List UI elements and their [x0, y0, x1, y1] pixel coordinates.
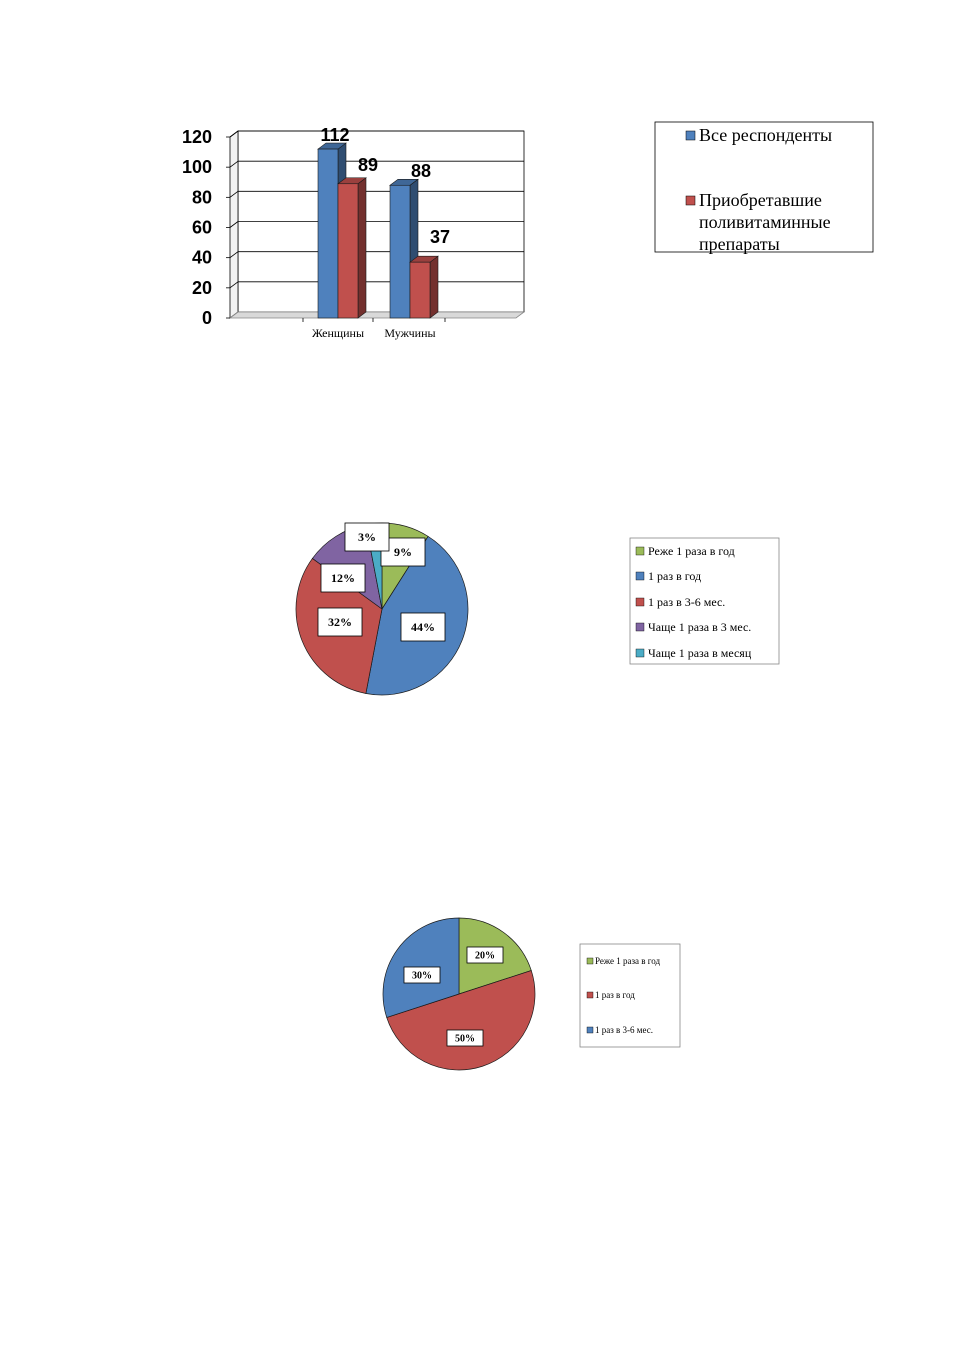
pie-data-label-box: [466, 946, 504, 964]
y-tick-label: 20: [192, 278, 212, 298]
pie-chart-1-legend: Реже 1 раза в год 1 раз в год 1 раз в 3-6 …: [629, 537, 780, 665]
bar: [409, 261, 431, 319]
legend-entry-text: Чаще 1 раза в 3 мес.: [648, 620, 751, 634]
bar-chart-legend: Все респонденты Приобретавшиеполивитаминн…: [654, 121, 874, 254]
legend-box: [654, 121, 874, 253]
x-tick-label: Мужчины: [384, 326, 435, 340]
pie-data-label: 3%: [358, 530, 376, 544]
gridline-side: [229, 130, 239, 138]
pie-data-label: 32%: [328, 615, 352, 629]
pie-data-label: 20%: [475, 951, 495, 962]
legend-box: [629, 537, 780, 665]
legend-entry-text: Реже 1 раза в год: [648, 544, 735, 558]
pie-data-label: 50%: [455, 1034, 475, 1045]
y-tick-label: 100: [182, 157, 212, 177]
pie-data-label-box: [446, 1029, 484, 1047]
gridline-side: [229, 251, 239, 258]
legend-entry-text: поливитаминные: [699, 212, 831, 232]
gridline-side: [229, 221, 239, 228]
pie-data-label-box: [344, 522, 390, 552]
legend-entry-text: препараты: [699, 234, 780, 254]
pie-slice: [386, 970, 536, 1071]
legend-entry-text: Приобретавшие: [699, 190, 822, 210]
y-tick-label: 80: [192, 187, 212, 207]
plot-floor: [228, 311, 526, 319]
pie-data-label-box: [320, 563, 366, 593]
x-tick-label: Женщины: [312, 326, 364, 340]
pie-data-label: 12%: [331, 571, 355, 585]
legend-entry-text: 1 раз в 3-6 мес.: [648, 595, 725, 609]
bar-data-label: 89: [358, 155, 378, 175]
bar-side: [357, 177, 367, 319]
legend-swatch: [586, 957, 594, 965]
legend-entry-text: Чаще 1 раза в месяц: [648, 646, 752, 660]
gridline-side: [229, 160, 239, 168]
pie-data-label-box: [400, 612, 446, 642]
legend-entry-text: Реже 1 раза в год: [595, 956, 660, 966]
legend-swatch: [635, 622, 645, 632]
legend-swatch: [685, 195, 696, 206]
legend-entry-text: 1 раз в год: [648, 569, 701, 583]
y-tick-label: 40: [192, 248, 212, 268]
legend-swatch: [635, 546, 645, 556]
pie-data-label-box: [317, 607, 363, 637]
pie-data-label-box: [403, 966, 441, 984]
gridline-side: [229, 281, 239, 289]
legend-box: [579, 943, 681, 1048]
legend-swatch: [635, 597, 645, 607]
bar-data-label: 37: [430, 227, 450, 247]
bar: [337, 183, 359, 319]
pie-data-label: 44%: [411, 620, 435, 634]
bar-side: [429, 255, 439, 319]
legend-swatch: [586, 991, 594, 999]
legend-swatch: [635, 648, 645, 658]
legend-swatch: [685, 130, 696, 141]
pie-data-label: 30%: [412, 971, 432, 982]
legend-entry-text: 1 раз в год: [595, 990, 635, 1000]
legend-entry-text: Все респонденты: [699, 125, 832, 145]
bar-data-label: 112: [320, 125, 349, 145]
pie-chart-2-legend: Реже 1 раза в год 1 раз в год 1 раз в 3-6 …: [579, 943, 681, 1048]
legend-swatch: [586, 1026, 594, 1034]
pie-chart-frequency-2: 20% 50% 30%: [382, 917, 536, 1071]
gridline-side: [229, 191, 239, 198]
y-tick-label: 60: [192, 218, 212, 238]
bar: [389, 184, 411, 319]
pie-chart-frequency-1: 9% 44% 32% 12% 3%: [295, 522, 469, 696]
legend-swatch: [635, 571, 645, 581]
pie-data-label: 9%: [394, 545, 412, 559]
legend-entry-text: 1 раз в 3-6 мес.: [595, 1025, 653, 1035]
bar-data-label: 88: [411, 161, 431, 181]
y-tick-label: 120: [182, 127, 212, 147]
y-tick-label: 0: [202, 308, 212, 328]
bar-chart: 0 20 40 60 80 100 120 Женщины Мужчины 112 89 88 37: [182, 125, 526, 340]
bar: [317, 148, 339, 319]
